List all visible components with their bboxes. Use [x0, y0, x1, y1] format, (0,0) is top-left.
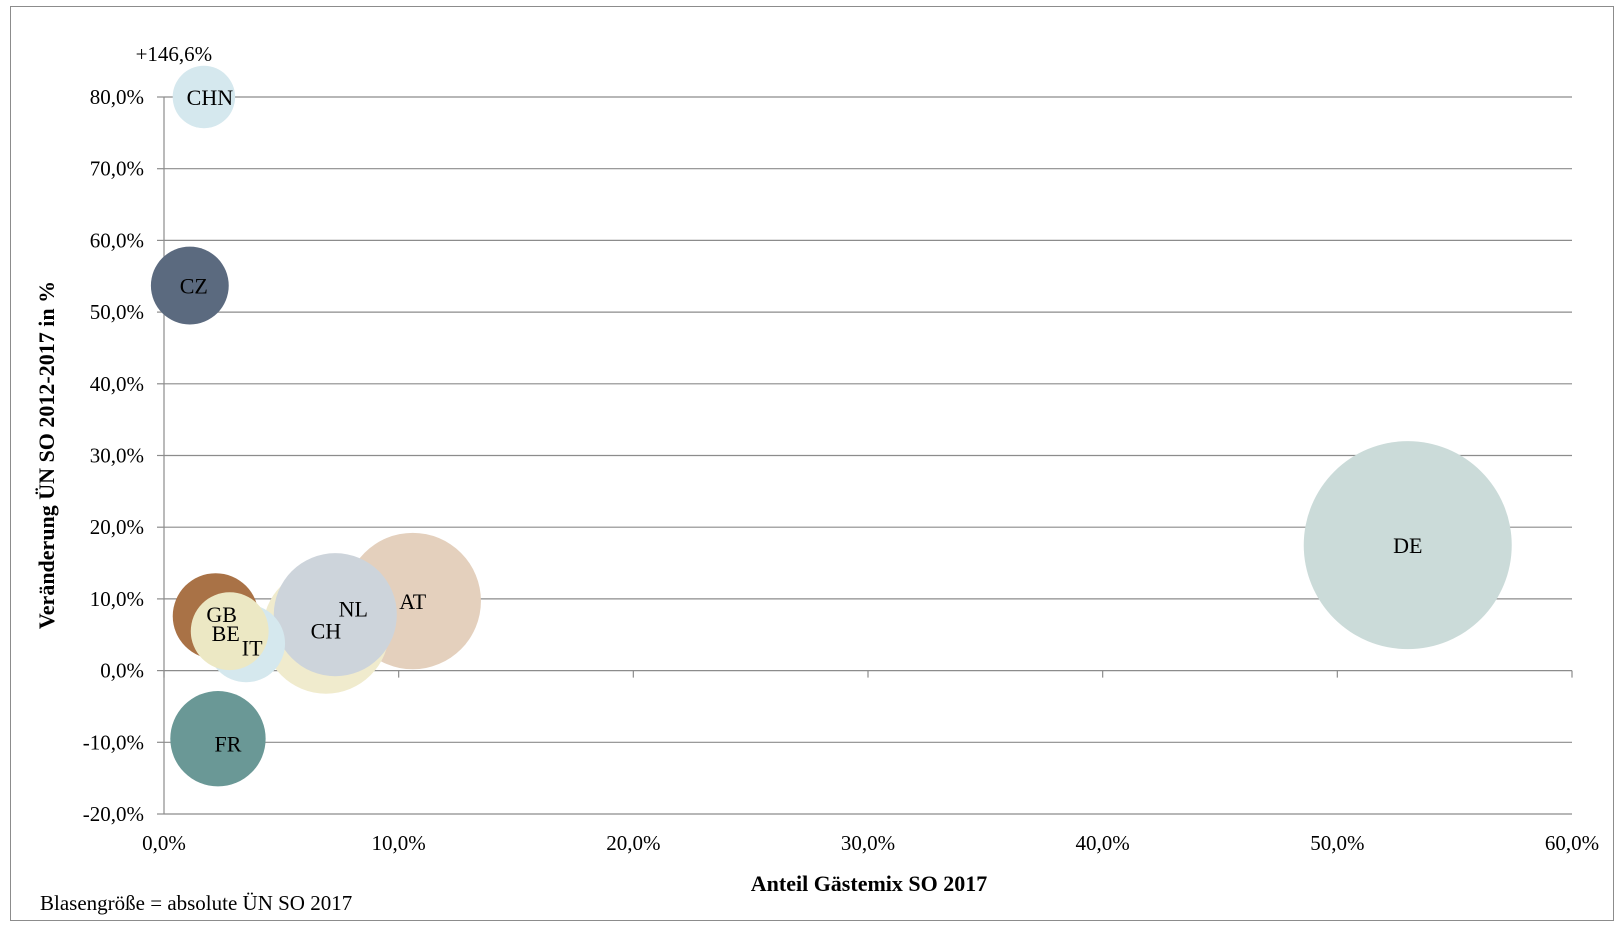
- x-tick-label: 60,0%: [1545, 831, 1599, 855]
- bubble-nl: [273, 553, 397, 677]
- x-tick-label: 30,0%: [841, 831, 895, 855]
- bubble-layer: [150, 65, 1512, 787]
- bubble-label-chn: CHN: [187, 85, 234, 110]
- bubble-label-nl: NL: [339, 597, 368, 622]
- x-tick-label: 10,0%: [372, 831, 426, 855]
- bubble-size-note: Blasengröße = absolute ÜN SO 2017: [40, 891, 352, 915]
- bubble-cz: [150, 246, 229, 325]
- y-tick-label: 60,0%: [90, 228, 144, 252]
- bubble-label-de: DE: [1393, 533, 1422, 558]
- bubble-de: [1303, 441, 1512, 650]
- bubble-label-it: IT: [242, 635, 263, 660]
- y-tick-label: 70,0%: [90, 157, 144, 181]
- y-tick-label: -10,0%: [83, 730, 144, 754]
- bubble-label-ch: CH: [311, 618, 342, 643]
- bubble-label-be: BE: [212, 621, 240, 646]
- bubble-label-at: AT: [399, 589, 426, 614]
- y-tick-label: 80,0%: [90, 85, 144, 109]
- bubble-fr: [170, 691, 266, 787]
- y-tick-label: 0,0%: [100, 659, 144, 683]
- x-axis-title: Anteil Gästemix SO 2017: [751, 871, 988, 896]
- x-tick-label: 50,0%: [1310, 831, 1364, 855]
- bubble-label-fr: FR: [215, 732, 242, 757]
- bubble-chn: [172, 65, 236, 129]
- grid-layer: [164, 96, 1572, 815]
- y-tick-label: 20,0%: [90, 515, 144, 539]
- y-tick-label: 40,0%: [90, 372, 144, 396]
- y-tick-label: 30,0%: [90, 444, 144, 468]
- x-tick-label: 40,0%: [1076, 831, 1130, 855]
- bubble-label-gb: GB: [206, 602, 237, 627]
- bubble-be: [190, 592, 269, 671]
- annotation-chn: +146,6%: [136, 42, 213, 66]
- bubble-label-cz: CZ: [180, 274, 208, 299]
- x-tick-label: 20,0%: [606, 831, 660, 855]
- x-tick-label: 0,0%: [142, 831, 186, 855]
- y-tick-label: -20,0%: [83, 802, 144, 826]
- axis-layer: -20,0% -10,0% 0,0% 10,0% 20,0% 30,0% 40,0% 50,0…: [83, 85, 1599, 855]
- y-tick-label: 10,0%: [90, 587, 144, 611]
- y-tick-label: 50,0%: [90, 300, 144, 324]
- y-axis-title: Veränderung ÜN SO 2012-2017 in %: [34, 281, 59, 629]
